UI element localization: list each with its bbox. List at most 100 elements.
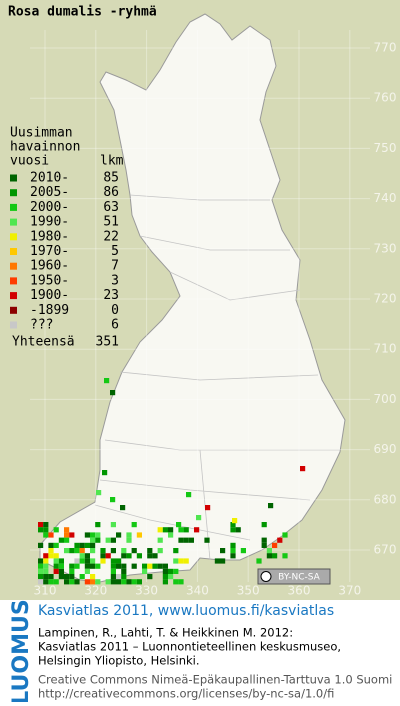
x-tick-label: 360 (288, 584, 311, 598)
observation-cell (95, 579, 101, 585)
y-tick-label: 700 (374, 392, 397, 406)
observation-cell (282, 553, 288, 559)
observation-cell (100, 548, 106, 554)
observation-cell (178, 558, 184, 564)
legend-count: 5 (111, 244, 119, 259)
observation-cell (131, 548, 137, 554)
observation-cell (95, 522, 101, 528)
observation-cell (235, 527, 241, 533)
observation-cell (90, 542, 96, 548)
legend-swatch (10, 306, 17, 314)
legend-total-label: Yhteensä (12, 335, 75, 350)
legend-label: 1980- (30, 229, 69, 244)
observation-cell (43, 563, 49, 569)
legend-count: 63 (103, 200, 119, 215)
observation-cell (38, 527, 44, 533)
observation-cell (268, 503, 274, 509)
observation-cell (53, 558, 59, 564)
y-tick-label: 750 (374, 141, 397, 155)
legend-swatch (10, 262, 17, 270)
x-tick-label: 370 (338, 584, 361, 598)
observation-cell (121, 553, 127, 559)
legend-swatch (10, 174, 17, 182)
legend-count: 51 (103, 215, 119, 230)
observation-cell (266, 553, 272, 559)
observation-cell (157, 563, 163, 569)
observation-cell (64, 532, 70, 538)
observation-cell (90, 532, 96, 538)
observation-cell (196, 515, 202, 521)
x-tick-label: 350 (237, 584, 260, 598)
observation-cell (240, 548, 246, 554)
observation-cell (232, 518, 238, 524)
license-badge-box (257, 568, 331, 585)
observation-cell (43, 527, 49, 533)
observation-cell (157, 548, 163, 554)
observation-cell (162, 527, 168, 533)
observation-cell (300, 466, 306, 472)
legend-label: 1960- (30, 259, 69, 274)
observation-cell (183, 537, 189, 543)
observation-cell (168, 568, 174, 574)
observation-cell (64, 579, 70, 585)
observation-cell (69, 574, 75, 580)
citation-line: Lampinen, R., Lahti, T. & Heikkinen M. 2… (38, 626, 293, 640)
observation-cell (183, 558, 189, 564)
legend-label: 1970- (30, 244, 69, 259)
observation-cell (116, 563, 122, 569)
observation-cell (116, 579, 122, 585)
footer-link[interactable]: Kasviatlas 2011, www.luomus.fi/kasviatla… (38, 603, 334, 619)
observation-cell (43, 574, 49, 580)
legend-label: 1990- (30, 215, 69, 230)
observation-cell (277, 537, 283, 543)
license-line: http://creativecommons.org/licenses/by-n… (38, 687, 334, 701)
observation-cell (110, 568, 116, 574)
observation-cell (126, 537, 132, 543)
y-tick-label: 690 (374, 442, 397, 456)
observation-cell (205, 505, 211, 511)
observation-cell (230, 522, 236, 528)
observation-cell (152, 563, 158, 569)
observation-cell (53, 568, 59, 574)
observation-cell (38, 579, 44, 585)
x-tick-label: 310 (34, 584, 57, 598)
x-tick-label: 320 (84, 584, 107, 598)
legend-label: 2010- (30, 171, 69, 186)
observation-cell (147, 548, 153, 554)
observation-cell (74, 548, 80, 554)
legend-total: 351 (96, 335, 119, 350)
observation-cell (131, 522, 137, 528)
legend-count: 22 (103, 229, 119, 244)
observation-cell (126, 553, 132, 559)
observation-cell (53, 579, 59, 585)
observation-cell (147, 563, 153, 569)
observation-cell (173, 558, 179, 564)
observation-cell (84, 563, 90, 569)
observation-cell (104, 378, 110, 384)
observation-cell (178, 527, 184, 533)
observation-cell (84, 553, 90, 559)
observation-cell (186, 492, 192, 498)
observation-cell (95, 537, 101, 543)
observation-cell (136, 553, 142, 559)
citation-line: Kasviatlas 2011 – Luonnontieteellinen ke… (38, 640, 341, 654)
brand: LUOMUS (9, 599, 34, 702)
legend-swatch (10, 277, 17, 285)
region-borders (94, 194, 340, 561)
observation-cell (110, 563, 116, 569)
observation-cell (48, 553, 54, 559)
observation-cell (121, 568, 127, 574)
legend-label: 2000- (30, 200, 69, 215)
observation-cell (116, 532, 122, 538)
observation-cell (38, 542, 44, 548)
observation-cell (131, 563, 137, 569)
observation-cell (261, 537, 267, 543)
observation-cell (126, 532, 132, 538)
observation-cell (194, 527, 200, 533)
y-tick-label: 770 (374, 41, 397, 55)
observation-cell (90, 579, 96, 585)
observation-cell (178, 537, 184, 543)
observation-cell (58, 568, 64, 574)
observation-cell (53, 563, 59, 569)
observation-cell (74, 563, 80, 569)
